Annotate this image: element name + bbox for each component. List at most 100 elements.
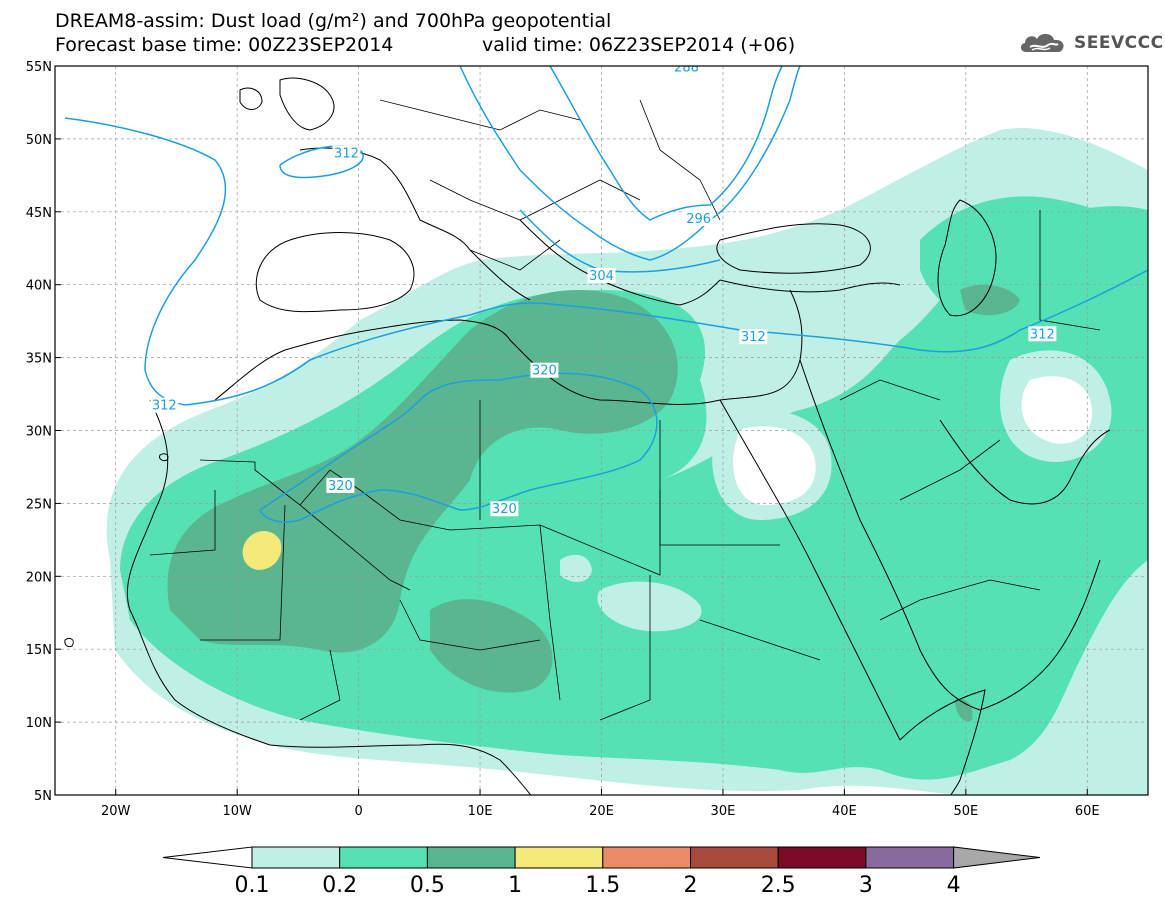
contour-label: 312: [1030, 327, 1055, 342]
coast-turkey: [719, 279, 901, 293]
coast-persian-gulf: [939, 419, 1111, 505]
dust-band-0.5-b: [430, 599, 553, 693]
dust-clear-iran-inner: [1021, 376, 1093, 444]
contour-label: 312: [152, 399, 177, 414]
colorbar-label: 2.5: [761, 873, 796, 898]
forecast-base-time: Forecast base time: 00Z23SEP2014: [55, 34, 394, 56]
contour-288: [549, 66, 783, 221]
seevccc-logo: SEEVCCC: [1018, 30, 1164, 56]
coast-ireland: [239, 87, 263, 110]
contour-label-bg: [1028, 326, 1057, 342]
lat-tick-label: 45N: [26, 206, 52, 221]
lon-tick-label: 20E: [589, 804, 614, 819]
contour-label-bg: [150, 397, 179, 413]
lon-tick-label: 10W: [222, 804, 252, 819]
lon-tick-label: 40E: [832, 804, 857, 819]
contour-label-bg: [530, 362, 559, 378]
lat-tick-label: 50N: [26, 133, 52, 148]
cloud-logo-icon: [1020, 33, 1064, 52]
contour-label: 320: [492, 502, 517, 517]
map-title: DREAM8-assim: Dust load (g/m²) and 700hP…: [55, 10, 612, 32]
contour-label: 320: [328, 479, 353, 494]
colorbar-swatch: [339, 846, 428, 869]
logo-text: SEEVCCC: [1074, 33, 1164, 53]
lon-tick-label: 50E: [953, 804, 978, 819]
colorbar-label: 3: [859, 873, 873, 898]
colorbar: 0.1 0.2 0.5 1 1.5 2 2.5 3 4: [162, 846, 1041, 898]
dust-band-0.5-c: [960, 284, 1020, 316]
contour-label-bg: [739, 329, 768, 345]
colorbar-label: 2: [684, 873, 698, 898]
colorbar-label: 0.1: [235, 873, 270, 898]
geopotential-contours: [64, 66, 1148, 523]
contour-label: 304: [589, 269, 614, 284]
contour-label-bg: [332, 145, 361, 161]
coast-iberia: [255, 232, 415, 313]
colorbar-low-arrow: [162, 846, 253, 869]
lat-tick-label: 5N: [34, 789, 52, 804]
lat-tick-label: 40N: [26, 279, 52, 294]
coast-levant: [789, 289, 803, 361]
coast-madagascar-cape-verde: [64, 637, 74, 648]
contour-label: 320: [532, 364, 557, 379]
contour-312-west: [64, 117, 1148, 406]
colorbar-swatch: [602, 846, 691, 869]
coast-arabia-south: [979, 559, 1101, 711]
axis-ticks: 20W 10W 0 10E 20E 30E 40E 50E 60E 55N 50N 45N 40N 35N…: [26, 60, 1100, 819]
coast-morocco-med: [214, 319, 801, 405]
contour-labels: 312 312 320 320 320 296 304 312 312 288: [150, 60, 1057, 517]
colorbar-label: 1: [508, 873, 522, 898]
lat-tick-label: 25N: [26, 497, 52, 512]
contour-label-bg: [672, 66, 701, 75]
colorbar-swatch: [777, 846, 867, 869]
grid-lines: [55, 66, 1148, 795]
coast-gulf-guinea: [269, 743, 532, 795]
coast-arabia-west: [799, 359, 981, 711]
dust-band-1: [242, 530, 282, 570]
coast-west-africa: [126, 399, 271, 746]
coast-red-sea: [719, 399, 901, 741]
lon-tick-label: 10E: [468, 804, 493, 819]
lon-tick-label: 0: [354, 804, 362, 819]
lon-tick-label: 30E: [711, 804, 736, 819]
dust-band-0.2-ne: [920, 196, 1148, 360]
contour-label: 296: [686, 212, 711, 227]
coast-caspian: [937, 199, 997, 317]
colorbar-swatch: [865, 846, 955, 869]
colorbar-swatch: [514, 846, 604, 869]
lon-tick-label: 60E: [1075, 804, 1100, 819]
contour-296: [459, 66, 801, 261]
dust-clear-egypt-inner: [733, 426, 816, 505]
contour-312-north: [279, 145, 364, 179]
colorbar-swatch: [426, 846, 516, 869]
coast-balkans: [519, 219, 721, 306]
coast-black-sea: [716, 223, 871, 274]
coast-canaries: [159, 453, 169, 462]
contour-label-bg: [326, 477, 355, 493]
colorbar-label: 4: [947, 873, 961, 898]
colorbar-swatch: [251, 846, 341, 869]
dust-clear-sudan: [597, 581, 702, 632]
dust-clear-niger: [560, 554, 592, 582]
contour-label: 312: [741, 330, 766, 345]
colorbar-label: 1.5: [585, 873, 620, 898]
borders: [149, 99, 1101, 721]
colorbar-swatch: [690, 846, 779, 869]
valid-time: valid time: 06Z23SEP2014 (+06): [482, 34, 796, 56]
contour-label-bg: [684, 211, 713, 227]
colorbar-high-arrow: [953, 846, 1041, 869]
lat-tick-label: 55N: [26, 60, 52, 75]
coast-horn-africa: [899, 689, 986, 795]
colorbar-label: 0.2: [322, 873, 357, 898]
contour-label-bg: [587, 267, 616, 283]
dust-band-0.5: [167, 290, 678, 653]
contour-label: 288: [674, 60, 699, 75]
lat-tick-label: 15N: [26, 643, 52, 658]
contour-320: [259, 372, 658, 523]
lon-tick-label: 20W: [101, 804, 131, 819]
contour-label: 312: [334, 146, 359, 161]
lat-tick-label: 30N: [26, 425, 52, 440]
lat-tick-label: 20N: [26, 570, 52, 585]
lat-tick-label: 35N: [26, 352, 52, 367]
